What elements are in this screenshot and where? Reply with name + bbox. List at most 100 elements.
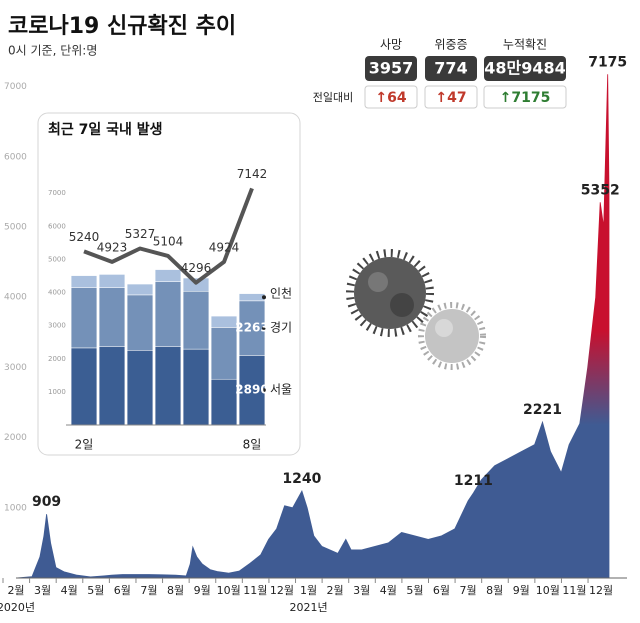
- x-tick-label: 2월: [7, 584, 24, 597]
- change-box: [424, 85, 478, 109]
- x-tick-label: 7월: [140, 584, 157, 597]
- bar-segment: [126, 350, 154, 426]
- area: [15, 74, 610, 579]
- year-label: 2020년: [0, 601, 35, 614]
- stat-box: [425, 56, 477, 81]
- year-label: 2021년: [289, 601, 327, 614]
- main-chart: 1000 2000 3000 4000 5000 6000 7000 2월 3월 4월 5월 6월 7월…: [0, 54, 627, 614]
- y-tick-label: 1000: [4, 503, 27, 513]
- peak-label: 7175: [588, 54, 627, 70]
- y-tick-label: 2000: [48, 355, 66, 363]
- bar-segment: [182, 291, 210, 350]
- stat-change: ↑47: [435, 90, 466, 106]
- x-tick-label: 4월: [61, 584, 78, 597]
- virus-spikes: [418, 302, 486, 370]
- peak-label: 1211: [454, 473, 493, 489]
- line: [83, 187, 254, 285]
- legend-dot: [262, 388, 266, 393]
- bar-segment: [210, 378, 238, 426]
- change-box: [483, 85, 567, 109]
- legend-label: 인천: [270, 286, 292, 301]
- stat-change: ↑64: [375, 90, 406, 106]
- x-tick-label: 8일: [243, 438, 262, 452]
- peak-label: 1240: [282, 471, 321, 487]
- virus-body: [354, 257, 426, 329]
- legend-label: 서울: [270, 383, 292, 397]
- y-tick-label: 6000: [48, 222, 66, 230]
- virus-texture: [368, 272, 388, 292]
- legend-dot: [262, 295, 266, 300]
- stat-box: [484, 56, 566, 81]
- y-tick-label: 3000: [4, 363, 27, 373]
- legend-label: 경기: [270, 321, 292, 335]
- x-tick-label: 8월: [486, 584, 503, 597]
- inset-title: 최근 7일 국내 발생: [48, 121, 163, 138]
- bar-segment: [70, 347, 98, 426]
- x-tick-label: 8월: [167, 584, 184, 597]
- x-tick-label: 7월: [460, 584, 477, 597]
- inset-chart: 1000 2000 3000 4000 5000 6000 7000 2일 8일 52404923…: [48, 167, 292, 452]
- x-tick-label: 5월: [406, 584, 423, 597]
- x-tick-label: 1월: [300, 584, 317, 597]
- line-value-label: 5104: [153, 234, 184, 248]
- x-tick-label: 3월: [34, 584, 51, 597]
- stats: 사망 3957 ↑64 위중증 774 ↑47 누적확진 48만9484 ↑7175: [364, 38, 567, 109]
- y-tick-label: 7000: [48, 189, 66, 197]
- stat-value: 48만9484: [484, 59, 566, 78]
- line-value-label: 4924: [209, 240, 240, 254]
- y-tick-label: 1000: [48, 388, 66, 396]
- y-tick-label: 5000: [4, 223, 27, 233]
- stat-change: ↑7175: [500, 90, 551, 106]
- change-box: [364, 85, 418, 109]
- y-tick-label: 5000: [48, 255, 66, 263]
- chart-title: 코로나19 신규확진 추이: [8, 14, 236, 39]
- y-tick-label: 2000: [4, 433, 27, 443]
- bar-segment: [98, 287, 126, 347]
- bar-segment: [98, 274, 126, 288]
- virus-spikes: [346, 249, 434, 337]
- x-tick-label: 2월: [327, 584, 344, 597]
- bar-segment: [126, 283, 154, 296]
- bar-segment: [210, 327, 238, 380]
- x-tick-label: 2일: [75, 438, 94, 452]
- x-tick-label: 3월: [353, 584, 370, 597]
- x-tick-label: 6월: [114, 584, 131, 597]
- bar-segment: [154, 346, 182, 426]
- x-tick-label: 9월: [194, 584, 211, 597]
- x-tick-label: 5월: [87, 584, 104, 597]
- line-value-label: 5240: [69, 230, 100, 244]
- bar-value-label: 2890: [235, 383, 268, 397]
- x-tick-label: 10월: [217, 584, 241, 597]
- line-value-label: 5327: [125, 227, 156, 241]
- bar-segment: [154, 269, 182, 282]
- stat-name: 누적확진: [503, 38, 547, 52]
- peak-label: 5352: [581, 182, 620, 198]
- bar-segment: [238, 355, 266, 426]
- bar-segment: [210, 315, 238, 328]
- bar-segment: [126, 294, 154, 351]
- virus-body: [425, 309, 479, 363]
- bar-value-label: 2263: [235, 321, 268, 335]
- x-tick-label: 12월: [589, 584, 613, 597]
- stat-value: 3957: [369, 59, 414, 78]
- x-tick-label: 12월: [270, 584, 294, 597]
- x-tick-label: 11월: [562, 584, 586, 597]
- stat-name: 위중증: [434, 38, 467, 52]
- x-tick-label: 11월: [243, 584, 267, 597]
- bar-segment: [238, 293, 266, 302]
- x-tick-label: 4월: [380, 584, 397, 597]
- bar-segment: [70, 275, 98, 288]
- x-tick-label: 9월: [513, 584, 530, 597]
- bar-segment: [70, 287, 98, 349]
- stat-value: 774: [434, 59, 467, 78]
- chart-subtitle: 0시 기준, 단위:명: [8, 44, 97, 58]
- y-tick-label: 4000: [48, 289, 66, 297]
- bar-segment: [154, 281, 182, 347]
- virus-illustration: [346, 249, 486, 370]
- virus-texture: [390, 293, 414, 317]
- line-value-label: 4923: [97, 240, 128, 254]
- stat-name: 사망: [380, 38, 402, 52]
- peak-label: 2221: [523, 402, 562, 418]
- virus-texture: [435, 319, 453, 337]
